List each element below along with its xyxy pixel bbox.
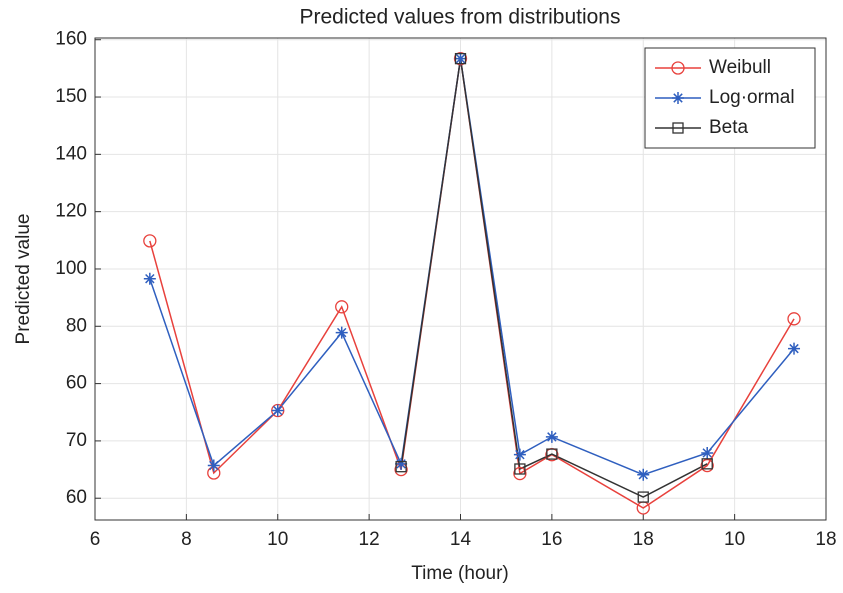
x-tick-label: 10 [267, 529, 288, 550]
point [545, 430, 558, 443]
y-tick-label: 140 [55, 143, 87, 164]
x-tick-label: 8 [181, 529, 192, 550]
point [454, 52, 467, 65]
x-tick-label: 14 [450, 529, 472, 550]
x-axis-label: Time (hour) [411, 563, 508, 584]
point [701, 458, 713, 470]
y-tick-label: 100 [55, 258, 87, 279]
series-line [400, 58, 708, 498]
legend-label: Beta [709, 117, 749, 138]
y-tick-label: 160 [55, 29, 87, 50]
point [700, 458, 714, 473]
point [143, 234, 157, 248]
point [395, 461, 407, 473]
x-tick-label: 6 [90, 529, 101, 550]
point [395, 457, 408, 470]
x-tick-label: 18 [815, 529, 836, 550]
x-tick-label: 16 [541, 529, 562, 550]
point [788, 342, 801, 355]
y-tick-label: 80 [66, 315, 87, 336]
y-tick-label: 60 [66, 487, 87, 508]
legend: Weibull Log·ormal Beta [644, 47, 816, 149]
chart-title: Predicted values from distributions [300, 6, 621, 29]
point [546, 448, 558, 460]
point [513, 466, 527, 481]
point [207, 459, 220, 472]
legend-label: Log·ormal [709, 87, 795, 108]
y-tick-label: 70 [66, 430, 87, 451]
x-tick-label: 10 [724, 529, 745, 550]
legend-label: Weibull [709, 57, 771, 78]
point [271, 404, 284, 417]
point [637, 491, 649, 503]
point [513, 448, 526, 461]
plot-frame [94, 37, 827, 521]
y-tick-label: 120 [55, 201, 87, 222]
legend-marker [672, 122, 684, 134]
y-tick-label: 60 [66, 373, 87, 394]
point [514, 463, 526, 475]
point [701, 446, 714, 459]
point [335, 300, 349, 314]
legend-marker [671, 61, 685, 75]
point [637, 468, 650, 481]
point [143, 272, 156, 285]
y-tick-label: 150 [55, 86, 87, 107]
y-axis-label: Predicted value [13, 214, 34, 345]
point [335, 326, 348, 339]
point [787, 312, 801, 326]
x-tick-label: 18 [633, 529, 654, 550]
x-tick-label: 12 [359, 529, 380, 550]
point [454, 52, 467, 65]
legend-marker [672, 92, 684, 104]
